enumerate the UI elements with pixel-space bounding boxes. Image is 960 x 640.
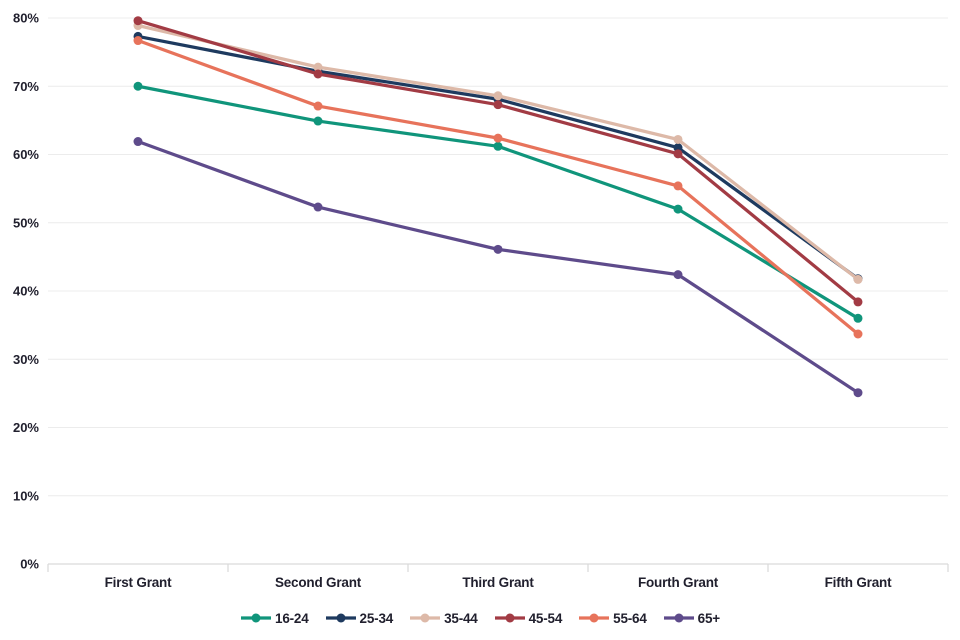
series-marker-55-64-2 <box>313 101 323 111</box>
series-marker-16-24-5 <box>853 313 863 323</box>
series-line-35-44 <box>136 23 860 282</box>
y-tick-label-20: 20% <box>13 420 39 435</box>
series-marker-45-54-2 <box>313 69 323 79</box>
series-marker-16-24-4 <box>673 204 683 214</box>
series-marker-35-44-4 <box>673 134 683 144</box>
y-tick-label-70: 70% <box>13 79 39 94</box>
series-marker-45-54-4 <box>673 149 683 159</box>
legend-item-25-34: 25-34 <box>325 610 394 626</box>
series-line-16-24 <box>136 84 860 320</box>
legend-marker-icon-55-64 <box>579 613 610 623</box>
x-category-label-3: Third Grant <box>462 575 534 590</box>
legend-label-45-54: 45-54 <box>528 610 563 626</box>
series-marker-35-44-3 <box>493 91 503 101</box>
legend-label-55-64: 55-64 <box>613 610 647 626</box>
legend-marker-icon-35-44 <box>410 613 441 623</box>
series-marker-35-44-2 <box>313 62 323 72</box>
series-marker-16-24-3 <box>493 141 503 151</box>
series-marker-55-64-3 <box>493 133 503 143</box>
series-marker-65+-5 <box>853 388 863 398</box>
legend-item-16-24: 16-24 <box>240 611 309 626</box>
y-tick-label-10: 10% <box>13 488 39 503</box>
series-marker-35-44-5 <box>853 274 863 284</box>
legend-marker-icon-16-24 <box>241 613 272 623</box>
legend-item-65+: 65+ <box>663 611 720 626</box>
legend-label-16-24: 16-24 <box>275 610 309 626</box>
y-tick-label-30: 30% <box>13 352 39 367</box>
series-line-55-64 <box>136 38 860 336</box>
series-marker-45-54-3 <box>493 100 503 110</box>
x-category-label-2: Second Grant <box>275 575 362 590</box>
series-marker-65+-4 <box>673 270 683 280</box>
x-category-label-5: Fifth Grant <box>825 575 892 590</box>
series-marker-55-64-4 <box>673 181 683 191</box>
series-marker-55-64-1 <box>133 36 143 46</box>
series-marker-16-24-1 <box>133 81 143 91</box>
series-marker-45-54-1 <box>133 16 143 26</box>
legend-marker-icon-45-54 <box>494 613 525 623</box>
series-marker-65+-3 <box>493 244 503 254</box>
series-marker-65+-1 <box>133 137 143 147</box>
legend-label-65+: 65+ <box>697 610 721 626</box>
series-marker-16-24-2 <box>313 116 323 126</box>
y-tick-label-40: 40% <box>13 284 39 299</box>
legend-item-55-64: 55-64 <box>578 611 647 626</box>
legend-marker-icon-65+ <box>663 613 694 623</box>
series-line-45-54 <box>136 19 860 304</box>
x-category-label-4: Fourth Grant <box>638 575 719 590</box>
series-line-25-34 <box>136 34 860 281</box>
legend-marker-icon-25-34 <box>325 613 356 623</box>
series-marker-45-54-5 <box>853 297 863 307</box>
legend-item-35-44: 35-44 <box>409 611 478 626</box>
y-tick-label-50: 50% <box>13 215 39 230</box>
series-marker-65+-2 <box>313 202 323 212</box>
legend-label-25-34: 25-34 <box>359 610 394 626</box>
x-category-label-1: First Grant <box>105 575 173 590</box>
y-tick-label-80: 80% <box>13 11 39 26</box>
legend-item-45-54: 45-54 <box>494 610 563 626</box>
y-tick-label-0: 0% <box>20 557 39 572</box>
y-tick-label-60: 60% <box>13 147 39 162</box>
legend-label-35-44: 35-44 <box>444 610 478 626</box>
series-marker-55-64-5 <box>853 329 863 339</box>
chart-legend: 16-24 25-34 35-44 45-54 55-64 65+ <box>0 605 960 631</box>
series-line-65+ <box>136 139 860 395</box>
